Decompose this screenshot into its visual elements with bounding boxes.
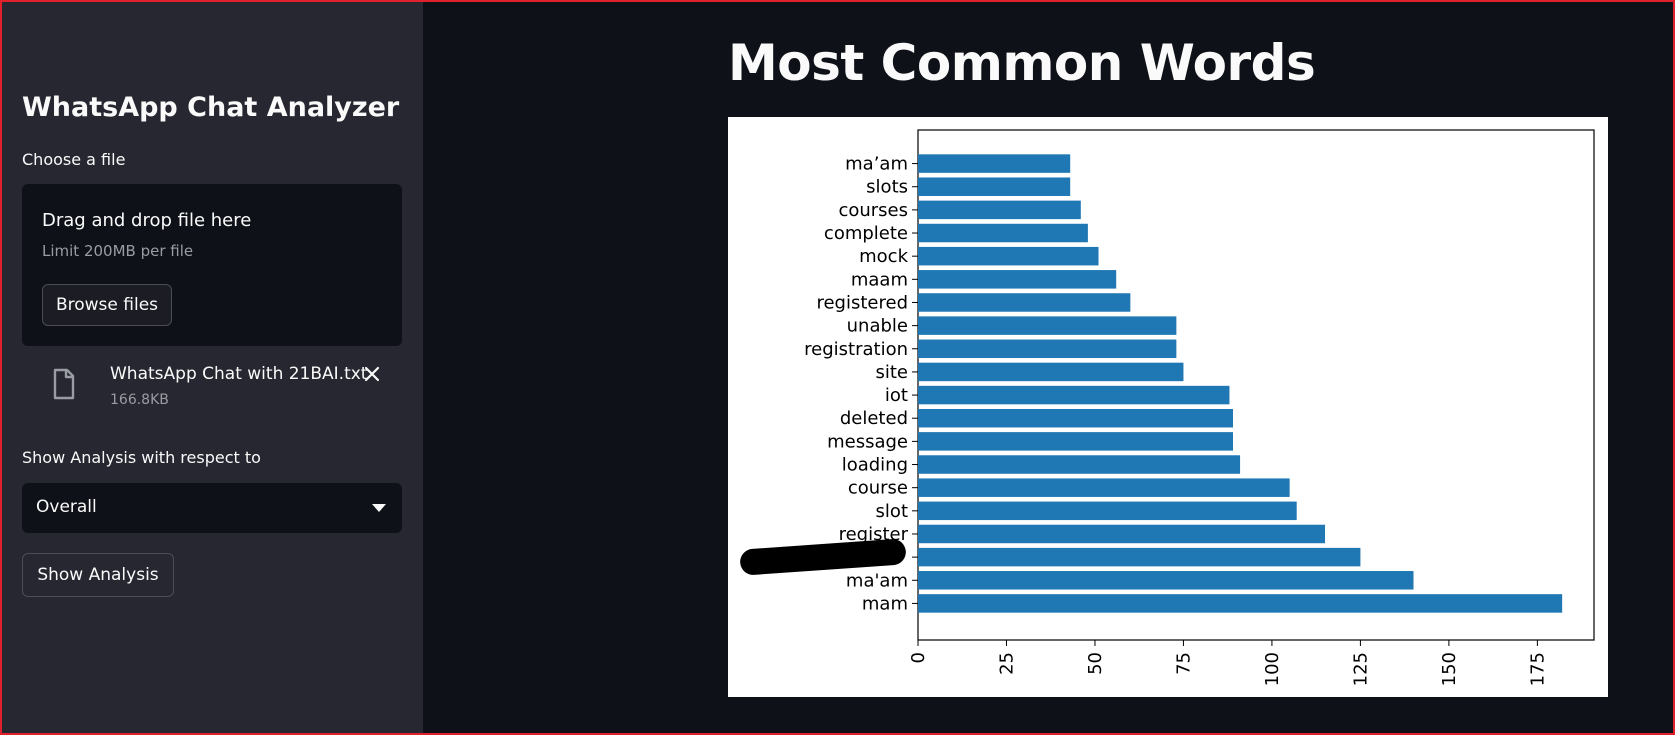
chart-bar [918,223,1088,243]
show-analysis-button[interactable]: Show Analysis [22,553,174,597]
y-tick-label: loading [842,455,908,476]
chart-bar [918,455,1241,474]
page-title: Most Common Words [728,34,1316,92]
chart-bar [918,200,1081,220]
y-tick-label: course [848,478,908,499]
chart-axes-frame [917,129,1595,641]
chart-bar [918,594,1563,613]
y-tick-label: registration [804,339,908,360]
x-tick-label: 25 [996,652,1017,675]
chart-bar [918,571,1414,590]
analysis-select-label: Show Analysis with respect to [22,448,261,467]
sidebar: WhatsApp Chat Analyzer Choose a file Dra… [2,2,423,733]
chart-bar [918,385,1230,405]
close-icon[interactable] [360,362,384,386]
chart-panel: mam ma'am register slot course loading message… [728,117,1608,697]
x-tick-label: 175 [1527,652,1548,686]
file-uploader-label: Choose a file [22,150,126,169]
y-tick-label: slot [876,501,908,522]
chart-bar [918,339,1177,359]
chart-bar [918,362,1184,382]
y-tick-label: complete [824,223,908,244]
y-tick-label: mock [859,246,908,267]
x-tick-label: 50 [1085,652,1106,675]
x-tick-label: 75 [1173,652,1194,675]
app-title: WhatsApp Chat Analyzer [22,92,400,123]
y-tick-label: ma'am [846,570,908,591]
chart-bar [918,177,1071,196]
chart-bar [918,524,1326,544]
y-tick-label: registered [816,292,908,313]
chart-bar [918,293,1131,312]
y-tick-label: slots [866,177,908,198]
file-dropzone[interactable]: Drag and drop file here Limit 200MB per … [22,184,402,346]
y-tick-label: site [875,362,908,383]
y-tick-label: unable [847,316,908,337]
analysis-select[interactable]: Overall [22,483,402,533]
x-tick-label: 150 [1439,652,1460,686]
chart-bar [918,478,1290,497]
x-tick-label: 0 [908,652,929,663]
file-icon [53,368,75,400]
y-tick-label: iot [885,385,908,406]
chart-bar [918,547,1361,567]
y-tick-label: maam [851,269,908,290]
chart-bar [918,316,1177,335]
chart-bar [918,432,1233,451]
y-tick-label: deleted [840,408,908,429]
most-common-words-chart: mamma'amregisterslotcourseloadingmessage… [804,129,1595,686]
chart-bar [918,270,1117,289]
analysis-select-value: Overall [36,497,97,517]
chart-bar [918,246,1099,266]
dropzone-limit: Limit 200MB per file [42,242,194,260]
chart-bar [918,501,1297,521]
x-tick-label: 100 [1262,652,1283,686]
uploaded-file-size: 166.8KB [110,392,169,408]
chevron-down-icon [372,504,386,512]
browse-files-button[interactable]: Browse files [42,284,172,326]
y-tick-label: courses [838,200,908,221]
dropzone-title: Drag and drop file here [42,210,252,231]
chart-bar [918,408,1233,428]
chart-bar [918,154,1071,173]
uploaded-file-name: WhatsApp Chat with 21BAI.txt [110,364,368,384]
y-tick-label: ma’am [845,154,908,175]
x-tick-label: 125 [1350,652,1371,686]
y-tick-label: message [827,431,908,452]
uploaded-file-item: WhatsApp Chat with 21BAI.txt 166.8KB [22,360,402,412]
y-tick-label: mam [862,593,908,614]
